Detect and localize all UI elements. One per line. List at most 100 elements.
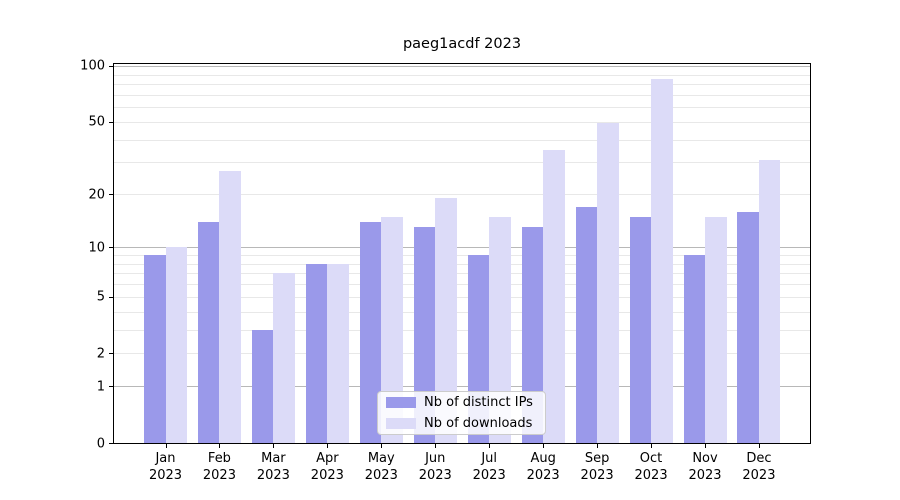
gridline-minor-90 bbox=[114, 74, 810, 76]
bar-downloads-oct bbox=[651, 79, 673, 443]
y-tick-0 bbox=[109, 443, 113, 444]
x-tick-label-aug: Aug 2023 bbox=[511, 451, 575, 484]
y-tick-50 bbox=[109, 122, 113, 123]
gridline-minor-30 bbox=[114, 162, 810, 164]
legend-label-downloads: Nb of downloads bbox=[424, 416, 533, 431]
bar-downloads-aug bbox=[543, 150, 565, 443]
x-tick-year: 2023 bbox=[742, 467, 776, 483]
x-tick-year: 2023 bbox=[310, 467, 344, 483]
bar-distinct-ips-jan bbox=[144, 254, 166, 443]
gridline-major-10 bbox=[114, 247, 810, 249]
bar-distinct-ips-sep bbox=[575, 206, 598, 443]
y-tick-label-100: 100 bbox=[80, 58, 105, 74]
x-tick-apr bbox=[327, 444, 329, 448]
x-tick-year: 2023 bbox=[688, 467, 722, 483]
x-tick-year: 2023 bbox=[526, 467, 560, 483]
gridline-major-1 bbox=[114, 386, 810, 388]
x-tick-jun bbox=[435, 444, 437, 448]
bar-distinct-ips-feb bbox=[197, 221, 220, 443]
bar-distinct-ips-dec bbox=[737, 211, 759, 443]
bar-downloads-nov bbox=[705, 216, 727, 443]
bar-downloads-feb bbox=[219, 170, 241, 443]
gridline-minor-8 bbox=[114, 263, 810, 265]
gridline-minor-5 bbox=[114, 296, 810, 298]
x-tick-month: Feb bbox=[207, 451, 231, 466]
y-tick-label-2: 2 bbox=[96, 346, 105, 362]
bar-downloads-jun bbox=[435, 198, 457, 443]
gridline-minor-20 bbox=[114, 194, 810, 196]
y-tick-2 bbox=[109, 353, 113, 354]
x-tick-label-nov: Nov 2023 bbox=[673, 451, 737, 484]
bar-downloads-sep bbox=[597, 123, 619, 443]
gridline-minor-40 bbox=[114, 139, 810, 141]
bar-downloads-mar bbox=[273, 273, 295, 443]
y-tick-label-5: 5 bbox=[96, 289, 105, 305]
gridline-minor-2 bbox=[114, 353, 810, 355]
x-tick-label-jul: Jul 2023 bbox=[457, 451, 521, 484]
legend-swatch-downloads bbox=[386, 418, 416, 429]
x-tick-label-oct: Oct 2023 bbox=[619, 451, 683, 484]
legend-item-downloads: Nb of downloads bbox=[386, 415, 537, 432]
x-tick-year: 2023 bbox=[202, 467, 236, 483]
x-tick-year: 2023 bbox=[148, 467, 183, 483]
x-tick-month: Dec bbox=[746, 451, 772, 466]
bar-distinct-ips-oct bbox=[629, 216, 652, 443]
y-tick-label-20: 20 bbox=[88, 187, 105, 203]
x-tick-label-may: May 2023 bbox=[349, 451, 413, 484]
gridline-minor-50 bbox=[114, 121, 810, 123]
legend-label-distinct-ips: Nb of distinct IPs bbox=[424, 395, 533, 410]
y-tick-label-10: 10 bbox=[88, 240, 105, 256]
x-tick-month: Nov bbox=[692, 451, 718, 466]
bar-downloads-apr bbox=[327, 263, 349, 443]
y-tick-label-0: 0 bbox=[96, 436, 105, 451]
x-tick-month: Jan bbox=[155, 451, 176, 466]
gridline-minor-9 bbox=[114, 254, 810, 256]
y-tick-label-50: 50 bbox=[88, 114, 105, 130]
x-tick-aug bbox=[543, 444, 545, 448]
gridline-minor-7 bbox=[114, 273, 810, 275]
x-tick-nov bbox=[705, 444, 706, 448]
y-tick-10 bbox=[109, 247, 113, 248]
x-tick-label-jan: Jan 2023 bbox=[134, 451, 198, 484]
x-tick-year: 2023 bbox=[634, 467, 668, 483]
gridline-minor-80 bbox=[114, 84, 810, 86]
x-tick-feb bbox=[219, 444, 221, 448]
legend-item-distinct-ips: Nb of distinct IPs bbox=[386, 394, 537, 411]
x-tick-mar bbox=[273, 444, 275, 448]
bar-downloads-may bbox=[381, 216, 403, 443]
legend: Nb of distinct IPs Nb of downloads bbox=[377, 391, 546, 435]
gridline-minor-70 bbox=[114, 94, 810, 96]
y-tick-1 bbox=[109, 386, 113, 387]
x-tick-year: 2023 bbox=[472, 467, 506, 483]
x-tick-jul bbox=[489, 444, 491, 448]
x-tick-month: May bbox=[367, 451, 395, 466]
plot-area: Nb of distinct IPs Nb of downloads bbox=[113, 63, 811, 444]
x-tick-year: 2023 bbox=[580, 467, 614, 483]
x-tick-label-apr: Apr 2023 bbox=[295, 451, 359, 484]
x-tick-label-sep: Sep 2023 bbox=[565, 451, 629, 484]
x-tick-label-dec: Dec 2023 bbox=[727, 451, 791, 484]
bar-distinct-ips-jun bbox=[413, 227, 436, 443]
bar-distinct-ips-nov bbox=[683, 254, 705, 443]
x-tick-label-mar: Mar 2023 bbox=[241, 451, 305, 484]
gridline-minor-3 bbox=[114, 329, 810, 331]
x-tick-month: Apr bbox=[316, 451, 339, 466]
x-tick-may bbox=[381, 444, 383, 448]
bar-distinct-ips-may bbox=[359, 221, 382, 443]
x-tick-oct bbox=[651, 444, 653, 448]
x-tick-month: Oct bbox=[639, 451, 663, 466]
x-tick-dec bbox=[758, 444, 760, 448]
x-tick-month: Jun bbox=[425, 451, 446, 466]
gridline-minor-4 bbox=[114, 311, 810, 313]
bar-distinct-ips-apr bbox=[305, 263, 328, 443]
x-tick-year: 2023 bbox=[418, 467, 452, 483]
legend-swatch-distinct-ips bbox=[386, 397, 416, 408]
gridline-major-100 bbox=[114, 65, 810, 67]
y-tick-5 bbox=[109, 297, 113, 298]
chart-title: paeg1acdf 2023 bbox=[402, 36, 522, 52]
gridline-minor-6 bbox=[114, 284, 810, 286]
x-tick-month: Mar bbox=[261, 451, 286, 466]
bar-downloads-jan bbox=[165, 247, 187, 443]
bar-downloads-jul bbox=[489, 216, 511, 443]
